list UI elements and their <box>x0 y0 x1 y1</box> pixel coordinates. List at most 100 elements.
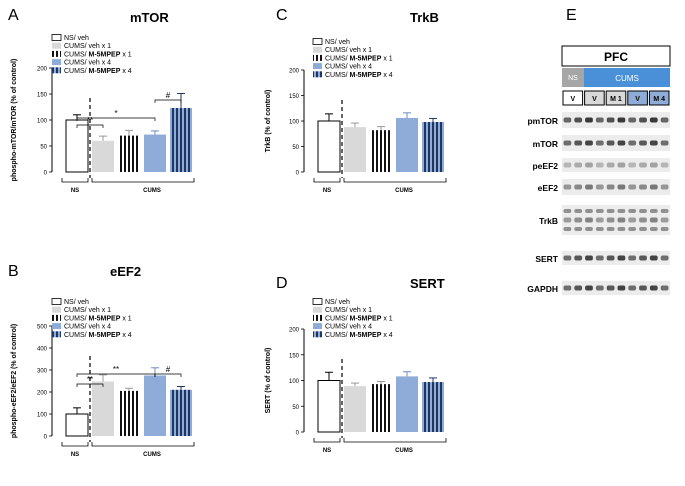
significance-label: ** <box>113 365 119 374</box>
legend-swatch <box>52 42 61 49</box>
legend-swatch <box>313 331 322 338</box>
legend-label: CUMS/ veh x 1 <box>325 307 372 314</box>
blot-band <box>660 285 669 291</box>
bar-sert-1 <box>317 380 341 433</box>
blot-membrane <box>562 281 670 295</box>
y-tick-label: 400 <box>37 347 48 353</box>
blot-membrane <box>562 251 670 265</box>
blot-membrane <box>562 112 670 128</box>
blot-band <box>628 162 637 168</box>
blot-band <box>595 140 604 146</box>
blot-band <box>606 217 615 223</box>
blot-band <box>595 285 604 291</box>
legend-label: NS/ veh <box>64 299 89 306</box>
significance-bracket <box>154 373 182 377</box>
ns-bracket <box>61 442 89 447</box>
panel-letter-d: D <box>276 275 288 292</box>
y-tick-label: 300 <box>37 369 48 375</box>
bar-trkb-4 <box>396 117 418 172</box>
y-tick-label: 0 <box>44 171 48 177</box>
chart-trkb: TrkB TrkB (% of control) 0 50 100 150 200 NS CUM… <box>265 10 447 194</box>
blot-band <box>649 227 658 231</box>
blot-band <box>628 285 637 291</box>
legend-label: CUMS/ M-5MPEP x 4 <box>325 72 393 79</box>
blot-band <box>639 255 647 261</box>
blot-band <box>617 209 626 213</box>
bar-sert-5 <box>422 382 444 432</box>
bar-eef2-3 <box>118 390 140 436</box>
group-cums-label: CUMS <box>615 74 639 83</box>
y-tick-label: 0 <box>296 431 300 437</box>
blot-band <box>639 227 647 231</box>
blot-band <box>639 117 647 123</box>
blot-band <box>585 285 593 291</box>
blot-band <box>628 140 637 146</box>
blot-band <box>563 209 572 213</box>
legend-label: CUMS/ M-5MPEP x 4 <box>64 332 132 339</box>
significance-label: ** <box>87 375 93 384</box>
lane-box <box>584 90 605 106</box>
significance-label: ** <box>87 116 93 125</box>
blot-band <box>639 285 647 291</box>
legend-swatch <box>313 46 322 53</box>
group-label-cums: CUMS <box>143 452 161 458</box>
lane-box <box>627 90 648 106</box>
legend-swatch <box>51 34 62 41</box>
legend-swatch <box>313 306 322 313</box>
group-label-cums: CUMS <box>395 448 413 454</box>
blot-band <box>595 117 604 123</box>
legend-swatch <box>313 54 322 61</box>
blot-band <box>639 162 647 168</box>
blot-band <box>606 209 615 213</box>
blot-band <box>585 162 593 168</box>
ns-bracket <box>313 438 341 443</box>
y-tick-label: 200 <box>289 328 300 334</box>
bar-mtor-5 <box>170 108 192 172</box>
blot-band <box>660 217 669 223</box>
legend-swatch <box>52 306 61 313</box>
lane-label: V <box>635 96 640 103</box>
chart-title: TrkB <box>410 10 439 25</box>
bar-mtor-4 <box>144 134 166 172</box>
significance-label: # <box>166 365 171 374</box>
blot-band <box>649 217 658 223</box>
group-label-ns: NS <box>71 452 79 458</box>
ns-bracket <box>61 178 89 183</box>
legend-swatch <box>313 63 322 70</box>
blot-band <box>563 227 572 231</box>
chart-title: eEF2 <box>110 264 141 279</box>
blot-band <box>585 227 593 231</box>
blot-band <box>563 140 572 146</box>
legend-label: CUMS/ veh x 1 <box>64 307 111 314</box>
significance-bracket <box>154 99 182 103</box>
group-label-ns: NS <box>71 188 79 194</box>
blot-band <box>606 184 615 190</box>
blot-band <box>628 255 637 261</box>
blot-band <box>660 184 669 190</box>
y-axis-label: SERT (% of control) <box>265 348 272 414</box>
legend-swatch <box>52 67 61 74</box>
legend-label: CUMS/ veh x 4 <box>325 324 372 331</box>
bar-mtor-3 <box>118 135 140 172</box>
significance-bracket <box>76 383 104 387</box>
blot-band <box>639 184 647 190</box>
blot-band <box>617 285 626 291</box>
blot-band <box>574 227 583 231</box>
legend-label: CUMS/ veh x 4 <box>64 324 111 331</box>
legend-swatch <box>51 298 62 305</box>
blot-band <box>574 162 583 168</box>
blot-band <box>595 209 604 213</box>
blot-band <box>595 184 604 190</box>
bar-mtor-2 <box>92 140 114 172</box>
blot-row-label: SERT <box>535 254 558 264</box>
blot-membrane <box>562 158 670 172</box>
legend-swatch <box>312 298 323 305</box>
legend-swatch <box>312 38 323 45</box>
blot-band <box>649 255 658 261</box>
group-label-cums: CUMS <box>395 188 413 194</box>
cums-bracket <box>91 442 195 447</box>
lane-box <box>605 90 627 106</box>
blot-band <box>617 162 626 168</box>
